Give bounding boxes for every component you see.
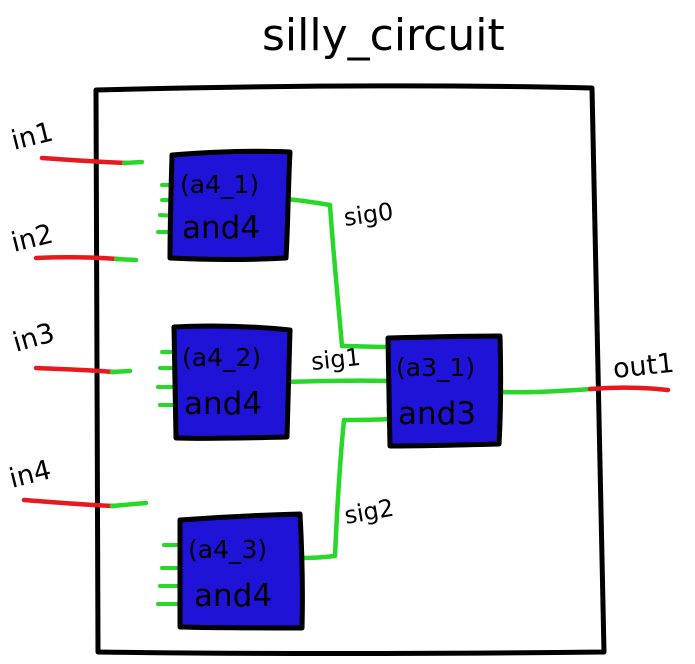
- gate-type: and4: [182, 210, 260, 246]
- gate-a3-1: (a3_1) and3: [385, 333, 504, 449]
- input-label-in3: in3: [9, 317, 58, 358]
- gate-body: [385, 333, 504, 449]
- input-label-in2: in2: [8, 219, 56, 259]
- signal-label-sig0: sig0: [342, 197, 395, 232]
- gate-a4-2: (a4_2) and4: [171, 323, 293, 441]
- input-wire-in1: [39, 155, 145, 166]
- output-wire-out1: [497, 385, 671, 395]
- gate-type: and4: [194, 578, 272, 614]
- module-boundary: [93, 83, 607, 656]
- signal-label-sig2: sig2: [342, 494, 396, 530]
- gate-body: [171, 323, 293, 441]
- signal-label-sig1: sig1: [310, 343, 362, 376]
- input-label-in1: in1: [8, 117, 56, 157]
- gate-id: (a4_1): [180, 170, 259, 199]
- input-wire-in4: [21, 497, 149, 509]
- signal-wire-sig1: [284, 378, 393, 385]
- input-label-in4: in4: [6, 455, 54, 495]
- signal-wire-sig0: [282, 196, 393, 350]
- signal-wire-sig2: [300, 416, 393, 561]
- gate-id: (a3_1): [396, 353, 475, 382]
- input-wire-in2: [33, 255, 139, 263]
- gate-body: [167, 148, 293, 262]
- circuit-title: silly_circuit: [262, 10, 505, 61]
- gate-type: and3: [398, 396, 476, 432]
- gate-a4-3: (a4_3) and4: [177, 511, 305, 631]
- gate-id: (a4_3): [188, 535, 267, 564]
- gate-type: and4: [184, 386, 262, 422]
- gate-a4-1: (a4_1) and4: [167, 148, 293, 262]
- gate-id: (a4_2): [182, 343, 261, 372]
- input-wire-in3: [33, 365, 133, 375]
- output-label-out1: out1: [611, 348, 675, 385]
- gate-body: [177, 511, 305, 631]
